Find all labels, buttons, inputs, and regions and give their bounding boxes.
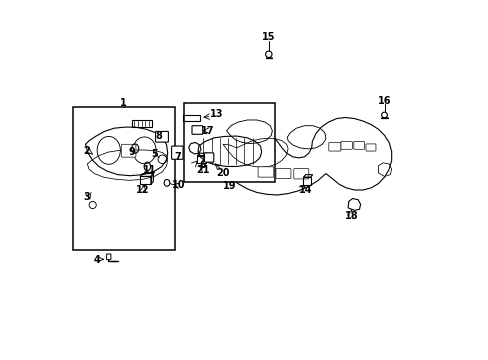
FancyBboxPatch shape bbox=[328, 143, 340, 151]
Text: 6: 6 bbox=[199, 159, 205, 170]
FancyBboxPatch shape bbox=[73, 107, 175, 249]
Text: 17: 17 bbox=[200, 126, 214, 136]
FancyBboxPatch shape bbox=[171, 146, 183, 159]
FancyBboxPatch shape bbox=[121, 144, 136, 157]
Text: 2: 2 bbox=[82, 147, 89, 157]
Text: 12: 12 bbox=[136, 185, 149, 195]
Text: 14: 14 bbox=[299, 185, 312, 195]
FancyBboxPatch shape bbox=[293, 168, 308, 179]
Text: 7: 7 bbox=[174, 152, 181, 162]
FancyBboxPatch shape bbox=[353, 141, 364, 149]
Text: 19: 19 bbox=[223, 181, 236, 192]
FancyBboxPatch shape bbox=[155, 131, 168, 142]
Text: 1: 1 bbox=[120, 98, 126, 108]
Text: 3: 3 bbox=[82, 192, 89, 202]
Text: 8: 8 bbox=[155, 131, 162, 141]
FancyBboxPatch shape bbox=[365, 144, 375, 151]
FancyBboxPatch shape bbox=[192, 126, 203, 134]
Text: 4: 4 bbox=[94, 255, 101, 265]
Text: 18: 18 bbox=[344, 211, 358, 221]
Text: 15: 15 bbox=[262, 32, 275, 42]
Text: 20: 20 bbox=[216, 168, 229, 178]
Text: 13: 13 bbox=[209, 109, 223, 118]
Text: 5: 5 bbox=[151, 149, 158, 159]
FancyBboxPatch shape bbox=[204, 153, 213, 162]
Text: 9: 9 bbox=[128, 147, 135, 157]
FancyBboxPatch shape bbox=[183, 103, 274, 182]
FancyBboxPatch shape bbox=[340, 141, 352, 149]
Text: 16: 16 bbox=[377, 96, 390, 106]
FancyBboxPatch shape bbox=[275, 168, 290, 179]
Text: 21: 21 bbox=[196, 165, 209, 175]
Text: 11: 11 bbox=[143, 165, 156, 175]
Text: 10: 10 bbox=[171, 180, 185, 190]
FancyBboxPatch shape bbox=[258, 167, 273, 177]
FancyBboxPatch shape bbox=[106, 254, 111, 260]
